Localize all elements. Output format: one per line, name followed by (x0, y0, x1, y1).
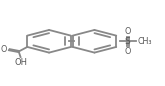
Text: O: O (125, 47, 131, 56)
Text: O: O (125, 27, 131, 36)
Text: O: O (1, 45, 7, 54)
Text: CH₃: CH₃ (137, 37, 152, 46)
Text: OH: OH (14, 58, 27, 67)
Text: S: S (125, 37, 131, 46)
